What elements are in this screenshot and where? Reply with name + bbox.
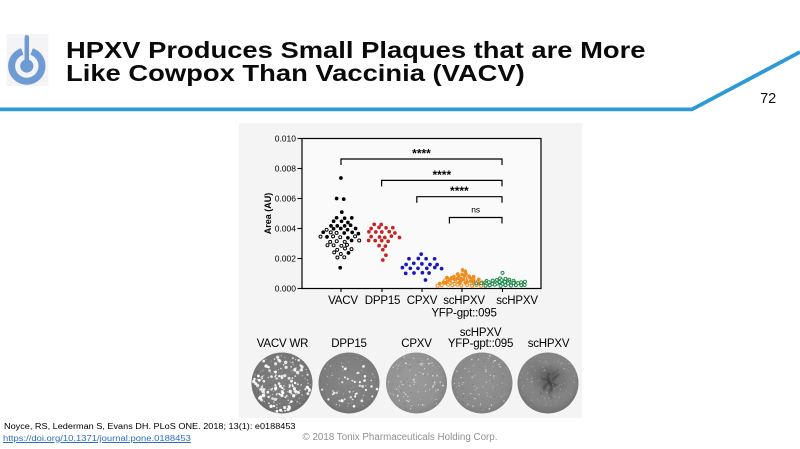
svg-text:0.006: 0.006 <box>275 193 297 203</box>
svg-text:****: **** <box>412 147 431 161</box>
svg-text:****: **** <box>450 184 469 198</box>
svg-text:VACV WR: VACV WR <box>257 338 308 350</box>
svg-text:0.002: 0.002 <box>275 253 297 263</box>
svg-text:scHPXV: scHPXV <box>528 338 570 350</box>
svg-text:DPP15: DPP15 <box>331 338 366 350</box>
svg-text:****: **** <box>432 168 451 182</box>
svg-text:YFP-gpt::095: YFP-gpt::095 <box>431 308 496 320</box>
svg-text:ns: ns <box>471 205 480 215</box>
svg-text:DPP15: DPP15 <box>365 295 400 307</box>
svg-text:0.000: 0.000 <box>275 283 297 293</box>
svg-text:CPXV: CPXV <box>401 338 432 350</box>
svg-text:VACV: VACV <box>328 295 358 307</box>
svg-text:YFP-gpt::095: YFP-gpt::095 <box>448 338 513 350</box>
svg-text:CPXV: CPXV <box>407 295 438 307</box>
svg-text:scHPXV: scHPXV <box>460 327 502 339</box>
svg-text:scHPXV: scHPXV <box>496 295 538 307</box>
svg-text:0.008: 0.008 <box>275 163 297 173</box>
svg-text:0.004: 0.004 <box>275 223 297 233</box>
svg-text:scHPXV: scHPXV <box>443 295 485 307</box>
svg-text:0.010: 0.010 <box>275 133 297 143</box>
svg-text:Area (AU): Area (AU) <box>263 193 273 235</box>
